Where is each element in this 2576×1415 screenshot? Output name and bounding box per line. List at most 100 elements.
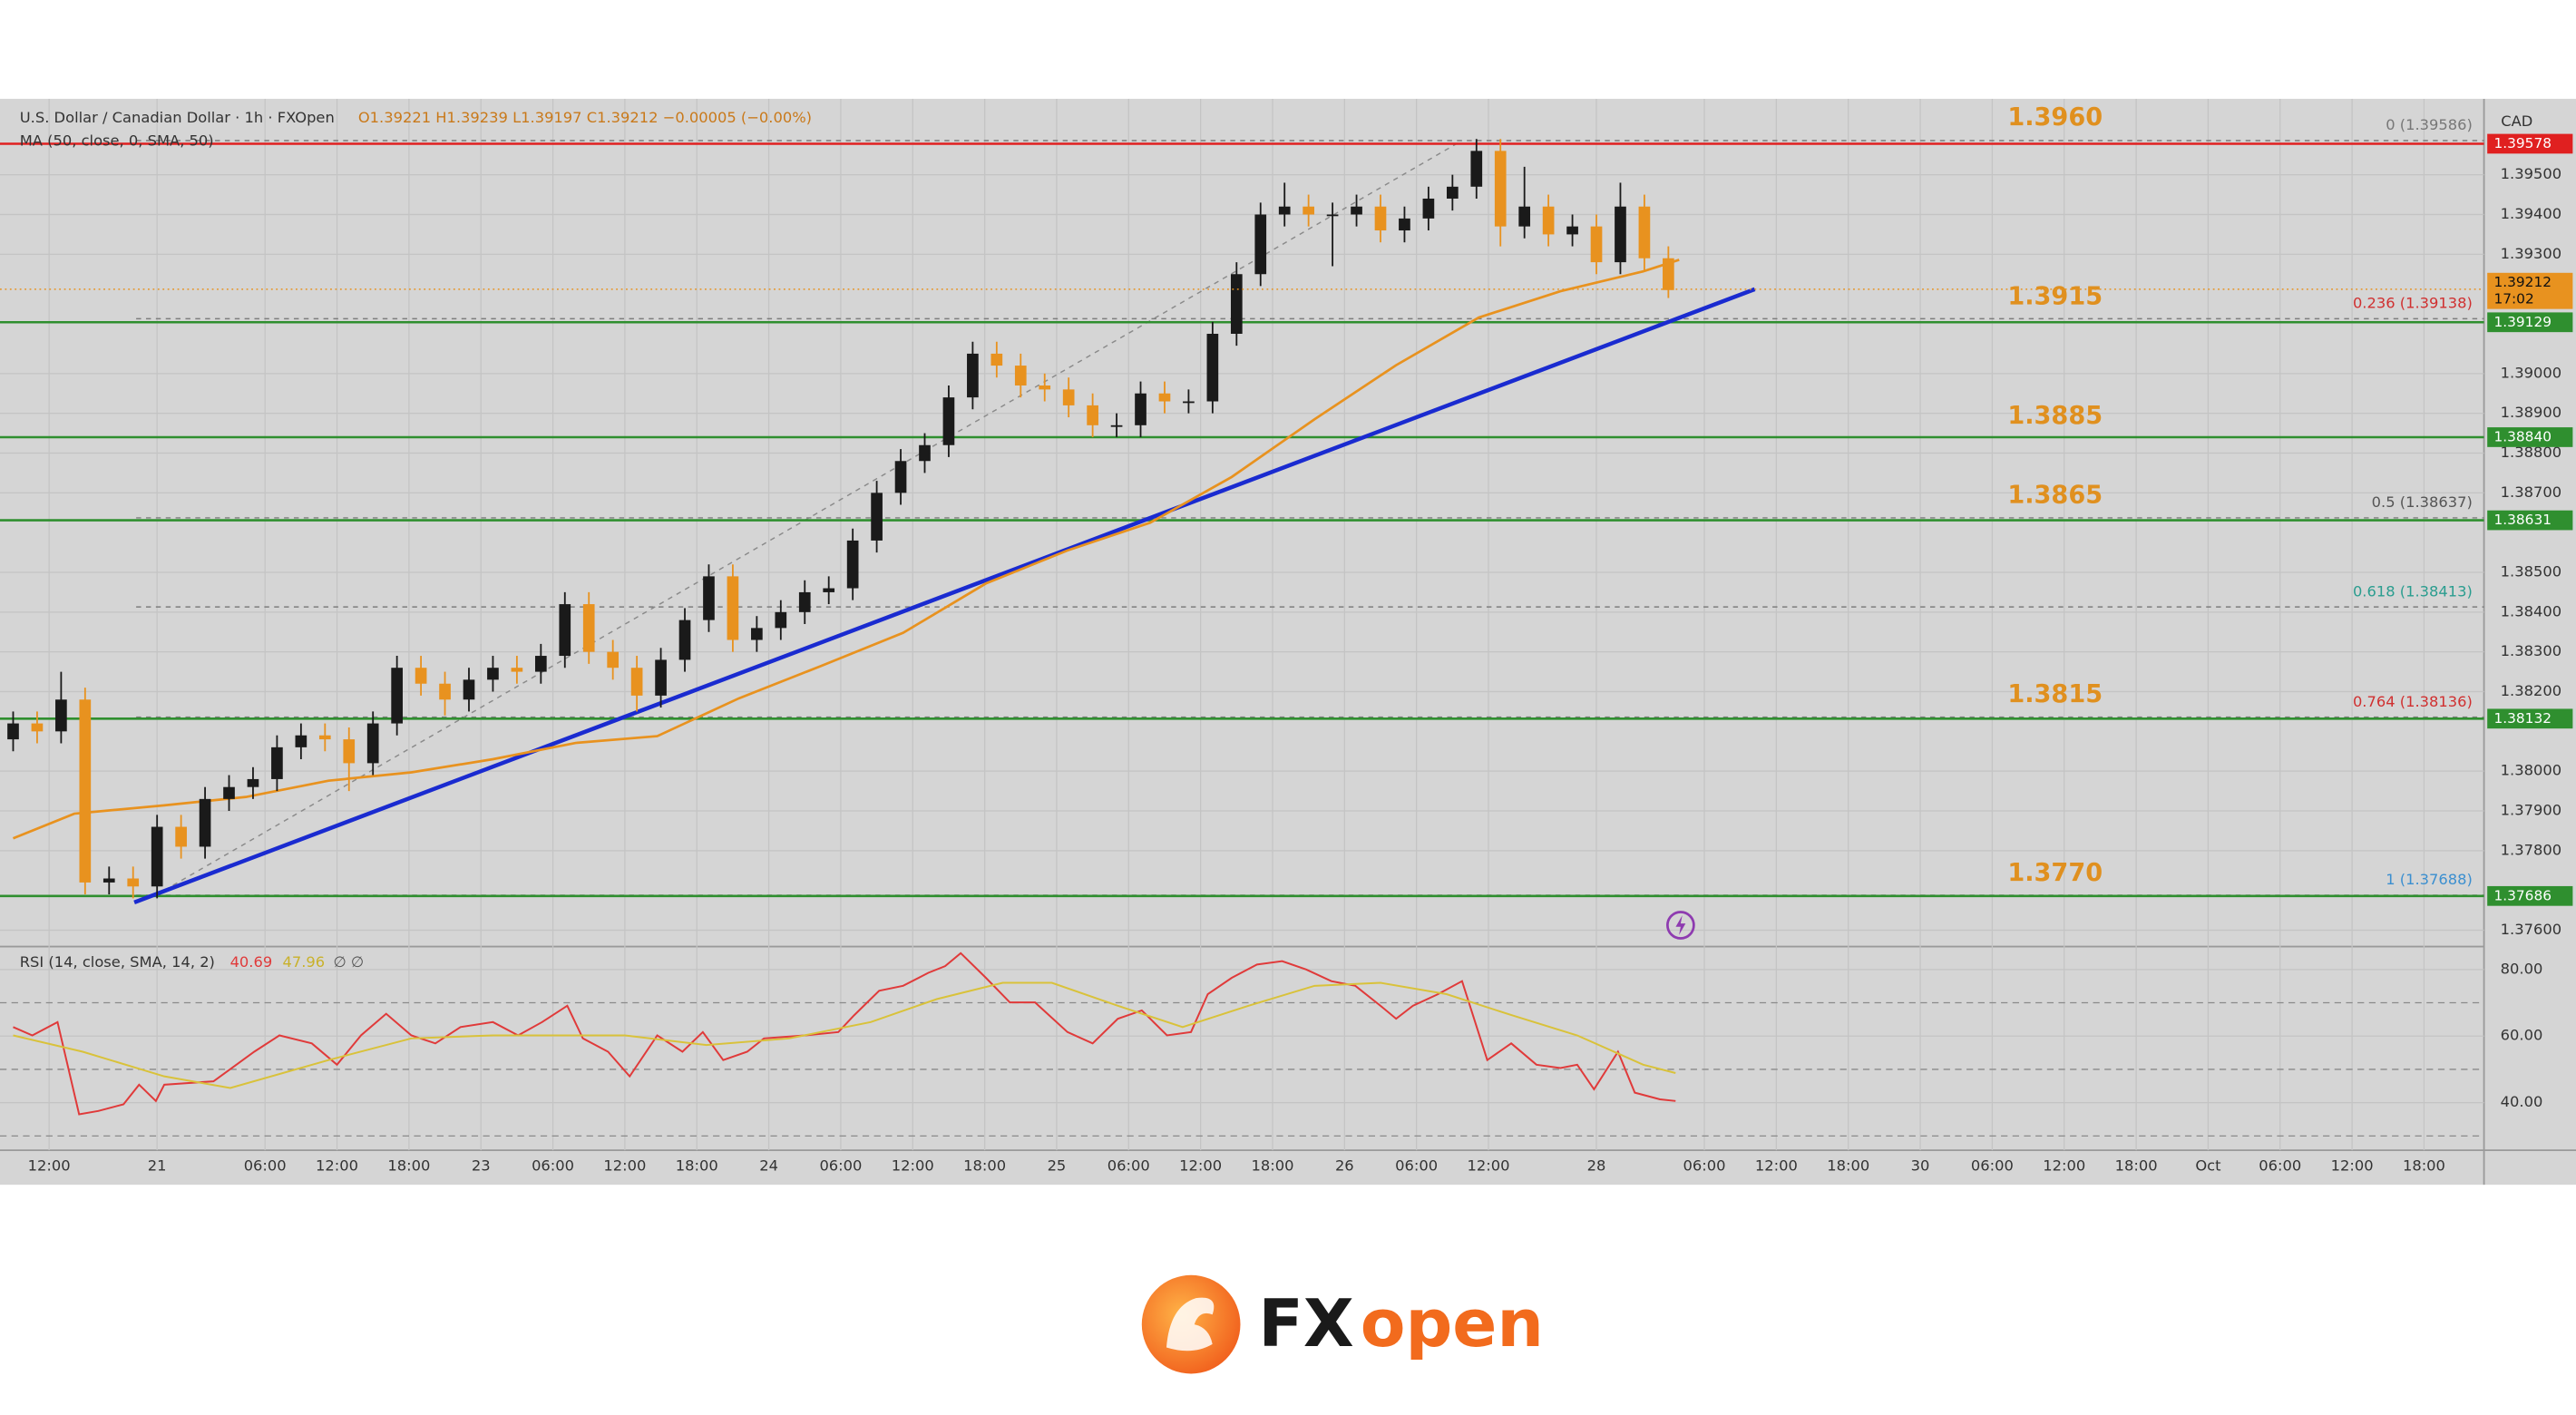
candle-body xyxy=(1135,393,1147,425)
y-tick-label: 1.37600 xyxy=(2501,921,2561,938)
y-tick-label: 1.38700 xyxy=(2501,483,2561,501)
y-tick-label: 1.37900 xyxy=(2501,802,2561,819)
logo: FX open xyxy=(1141,1274,1544,1374)
plot-area: 0 (1.39586) 0.236 (1.39138) 0.5 (1.38637) 0… xyxy=(0,98,2484,1151)
candle-body xyxy=(1254,214,1267,275)
fib-label: 0.236 (1.39138) xyxy=(2353,295,2473,312)
x-tick-label: 18:00 xyxy=(963,1157,1006,1175)
fib-label: 0 (1.39586) xyxy=(2386,116,2473,133)
x-tick-label: 06:00 xyxy=(1395,1157,1438,1175)
candle-body xyxy=(1303,206,1314,215)
level-tag xyxy=(2487,427,2573,447)
chart-title: U.S. Dollar / Canadian Dollar · 1h · FXO… xyxy=(20,109,335,126)
candle-body xyxy=(7,723,19,740)
x-tick-label: 06:00 xyxy=(1107,1157,1150,1175)
x-tick-label: 18:00 xyxy=(1251,1157,1293,1175)
y-tick-label: 1.39400 xyxy=(2501,205,2561,222)
candle-body xyxy=(1110,424,1123,427)
candle-body xyxy=(415,668,427,684)
rsi-ma-last: 47.96 xyxy=(283,953,326,971)
candle-body xyxy=(366,723,379,764)
candle-body xyxy=(967,353,979,398)
current-price-label: 1.39212 xyxy=(2493,274,2552,290)
candle-body xyxy=(463,679,475,700)
candle-body xyxy=(127,878,140,887)
level-tag xyxy=(2487,510,2573,531)
logo-fx: FX xyxy=(1258,1286,1353,1362)
level-tag xyxy=(2487,312,2573,333)
candle-body xyxy=(534,656,547,672)
rsi-line xyxy=(13,951,1676,1116)
level-tag-label: 1.39129 xyxy=(2493,314,2552,330)
candle-body xyxy=(1494,151,1507,227)
candle-body xyxy=(1351,206,1362,215)
x-tick-label: 12:00 xyxy=(316,1157,358,1175)
candle-body xyxy=(295,735,307,747)
candle-body xyxy=(1039,385,1051,390)
candle-body xyxy=(1183,401,1195,404)
x-tick-label: 25 xyxy=(1048,1157,1067,1175)
candle-body xyxy=(1158,393,1171,402)
x-tick-label: 06:00 xyxy=(2259,1157,2301,1175)
x-tick-label: 12:00 xyxy=(603,1157,646,1175)
candle-body xyxy=(151,826,163,887)
x-tick-label: 06:00 xyxy=(532,1157,574,1175)
x-tick-label: 12:00 xyxy=(28,1157,71,1175)
candle-body xyxy=(1615,206,1626,263)
candle-body xyxy=(1446,186,1459,199)
candle-body xyxy=(846,540,859,589)
candle-body xyxy=(1399,218,1410,231)
x-tick-label: 18:00 xyxy=(2115,1157,2158,1175)
candle-body xyxy=(223,786,235,799)
rsi-tick-label: 40.00 xyxy=(2501,1093,2543,1110)
level-annotation: 1.3885 xyxy=(2007,402,2103,430)
x-tick-label: 23 xyxy=(472,1157,491,1175)
level-tag xyxy=(2487,885,2573,906)
fib-label: 0.618 (1.38413) xyxy=(2353,582,2473,600)
rsi-tick-label: 60.00 xyxy=(2501,1027,2543,1044)
candle-body xyxy=(582,604,595,652)
candle-body xyxy=(318,735,331,740)
candle-body xyxy=(678,620,691,660)
candle-body xyxy=(990,353,1003,366)
candle-body xyxy=(55,699,67,732)
candle-body xyxy=(1518,206,1531,227)
rsi-last: 40.69 xyxy=(230,953,273,971)
candle-body xyxy=(1566,226,1578,235)
candle-body xyxy=(1230,274,1243,334)
x-tick-label: 06:00 xyxy=(1971,1157,2014,1175)
rsi-tick-label: 80.00 xyxy=(2501,960,2543,977)
level-tag-label: 1.39578 xyxy=(2493,135,2552,151)
level-tag xyxy=(2487,708,2573,729)
candle-body xyxy=(1422,198,1435,219)
moving-average xyxy=(12,259,1680,840)
candle-body xyxy=(1663,258,1674,290)
candle-body xyxy=(727,576,739,640)
x-tick-label: 12:00 xyxy=(1179,1157,1222,1175)
candle-body xyxy=(175,826,187,847)
alert-icon[interactable] xyxy=(1666,911,1695,940)
candle-body xyxy=(1374,206,1387,231)
y-tick-label: 1.38400 xyxy=(2501,602,2561,620)
x-tick-label: 18:00 xyxy=(2403,1157,2445,1175)
candle-body xyxy=(1638,206,1651,259)
logo-dragon xyxy=(1166,1297,1215,1352)
fib-label: 0.764 (1.38136) xyxy=(2353,693,2473,710)
candle-body xyxy=(823,588,835,592)
level-tag-label: 1.38840 xyxy=(2493,428,2552,444)
y-tick-label: 1.39000 xyxy=(2501,364,2561,381)
candle-body xyxy=(1470,151,1483,187)
level-tag xyxy=(2487,133,2573,154)
y-tick-label: 1.38800 xyxy=(2501,444,2561,461)
x-tick-label: 24 xyxy=(759,1157,778,1175)
x-tick-label: 18:00 xyxy=(387,1157,430,1175)
countdown-label: 17:02 xyxy=(2493,290,2533,307)
candle-body xyxy=(1590,226,1603,263)
x-tick-label: 06:00 xyxy=(819,1157,862,1175)
x-tick-label: 12:00 xyxy=(1755,1157,1798,1175)
x-tick-label: 26 xyxy=(1335,1157,1354,1175)
y-tick-label: 1.37800 xyxy=(2501,841,2561,858)
candle-body xyxy=(1206,333,1219,402)
candle-body xyxy=(1014,366,1027,385)
